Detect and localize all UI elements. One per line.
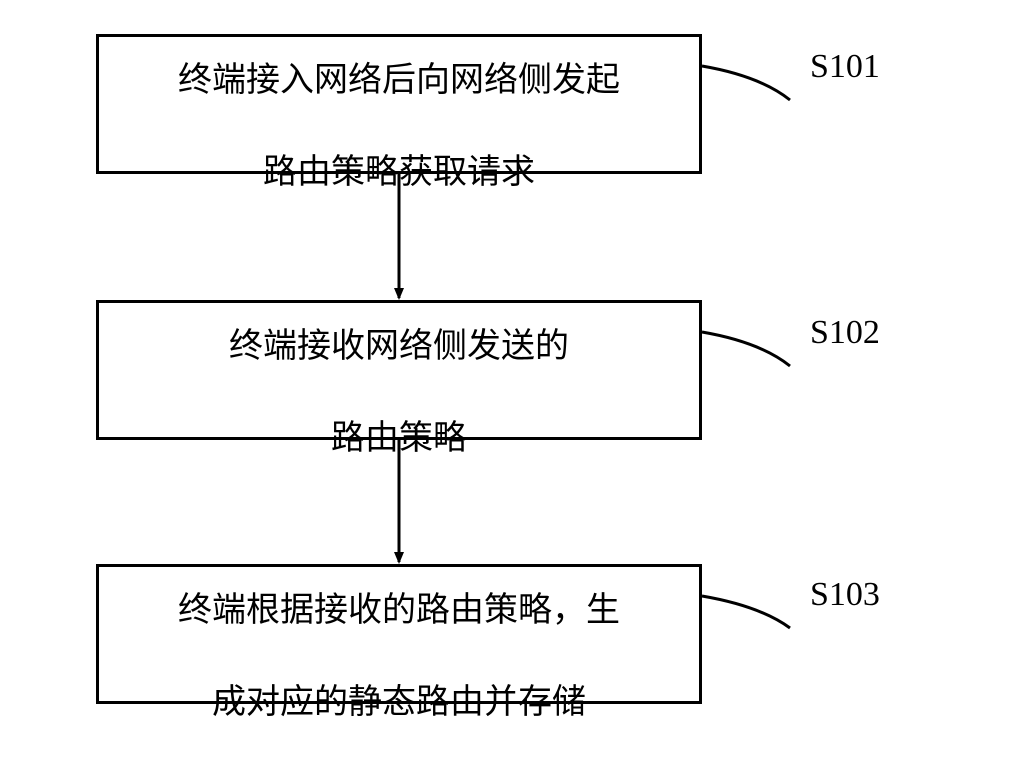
label-s102: S102 [810,314,880,352]
flow-node-s103: 终端根据接收的路由策略，生 成对应的静态路由并存储 [96,564,702,704]
node-s103-line2: 成对应的静态路由并存储 [212,684,586,721]
node-s102-line1: 终端接收网络侧发送的 [229,328,569,365]
node-s101-line2: 路由策略获取请求 [263,154,535,191]
flowchart-canvas: 终端接入网络后向网络侧发起 路由策略获取请求 S101 终端接收网络侧发送的 路… [0,0,1036,780]
label-s101: S101 [810,48,880,86]
label-s103: S103 [810,576,880,614]
flow-node-s102: 终端接收网络侧发送的 路由策略 [96,300,702,440]
node-s103-line1: 终端根据接收的路由策略，生 [178,592,620,629]
node-s101-line1: 终端接入网络后向网络侧发起 [178,62,620,99]
flow-node-s101: 终端接入网络后向网络侧发起 路由策略获取请求 [96,34,702,174]
node-s102-line2: 路由策略 [331,420,467,457]
